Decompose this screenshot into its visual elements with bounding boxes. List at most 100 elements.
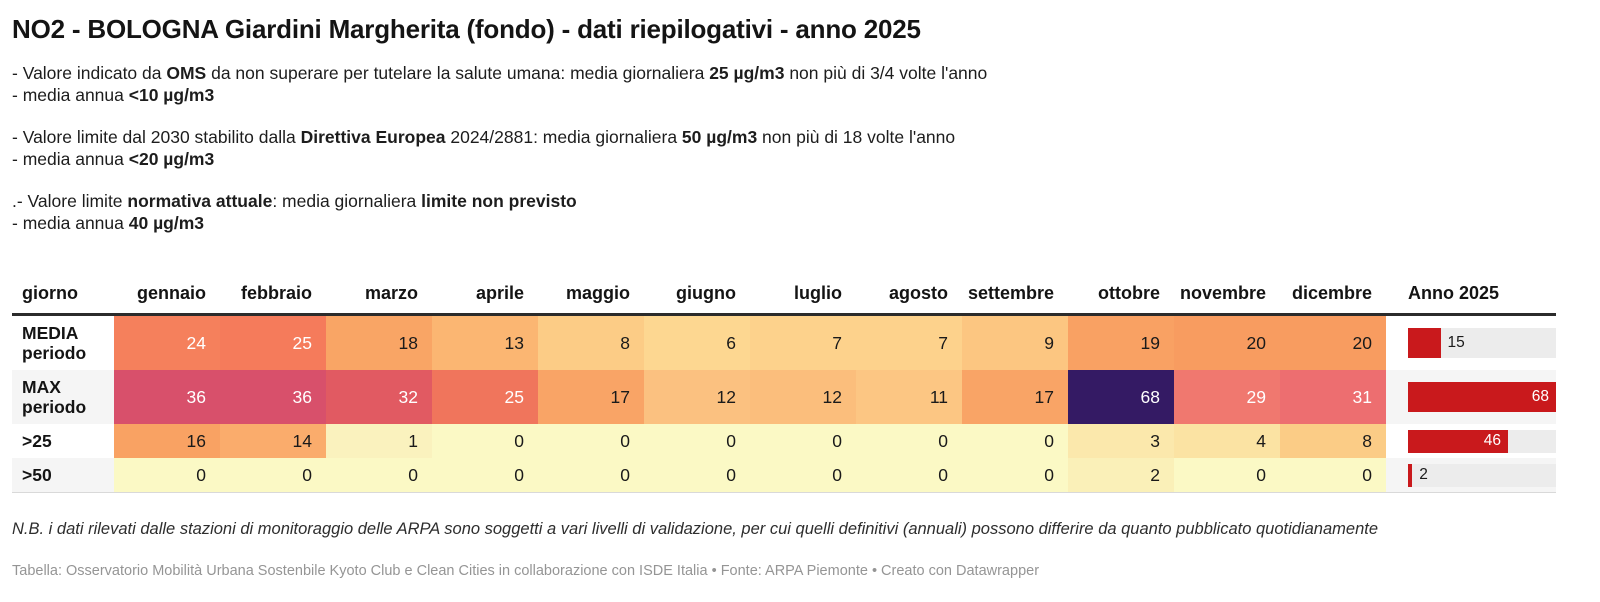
heatmap-cell: 0 [856,458,962,492]
note-group: - Valore indicato da OMS da non superare… [12,63,1556,106]
heatmap-cell: 11 [856,370,962,424]
row-label-line: >50 [22,465,52,485]
bar-track: 15 [1408,328,1556,358]
note-text: 2024/2881: media giornaliera [445,127,682,147]
anno-bar-cell: 2 [1386,458,1556,492]
heatmap-cell: 36 [220,370,326,424]
column-header-settembre: settembre [967,283,1054,303]
anno-bar-cell: 46 [1386,424,1556,458]
column-header-giorno: giorno [22,283,78,303]
note-text: - Valore indicato da [12,63,167,83]
note-text: - media annua [12,148,129,169]
heatmap-cell: 0 [962,458,1068,492]
note-text-bold: 50 µg/m3 [681,127,758,147]
row-label: MAX periodo [12,370,114,424]
heatmap-cell: 7 [750,316,856,370]
table-header-row: giorno gennaio febbraio marzo aprile maggio gi… [12,274,1556,316]
heatmap-cell: 0 [1174,458,1280,492]
heatmap-cell: 36 [114,370,220,424]
note-text-bold: 40 µg/m3 [128,212,205,233]
heatmap-cell: 0 [432,424,538,458]
heatmap-cell: 12 [644,370,750,424]
heatmap-cell: 9 [962,316,1068,370]
note-text-bold: <10 µg/m3 [128,84,215,105]
footnote: N.B. i dati rilevati dalle stazioni di m… [12,520,1379,538]
heatmap-cell: 1 [326,424,432,458]
note-text: da non superare per tutelare la salute u… [206,63,710,83]
note-text-bold: limite non previsto [421,191,577,211]
heatmap-cell: 16 [114,424,220,458]
bar-track: 46 [1408,429,1556,453]
note-line: - Valore limite dal 2030 stabilito dalla… [12,127,1556,149]
heatmap-cell: 0 [220,458,326,492]
heatmap-cell: 0 [856,424,962,458]
heatmap-cell: 3 [1068,424,1174,458]
table-row: >25 16 14 1 0 0 0 0 0 0 3 4 8 46 [12,424,1556,458]
note-text-bold: 25 µg/m3 [709,63,785,83]
heatmap-cell: 18 [326,316,432,370]
heatmap-cell: 0 [644,458,750,492]
table-row: MAX periodo 36 36 32 25 17 12 12 11 17 68 29 31 68 [12,370,1556,424]
bar-value-label: 46 [1483,432,1502,449]
notes: - Valore indicato da OMS da non superare… [12,63,1556,234]
row-label: >50 [12,458,114,492]
summary-table: giorno gennaio febbraio marzo aprile maggio gi… [12,274,1556,493]
column-header-dicembre: dicembre [1291,283,1372,303]
note-line: - media annua 40 µg/m3 [12,213,1556,235]
column-header-febbraio: febbraio [240,283,312,303]
heatmap-cell: 13 [432,316,538,370]
note-text: .- Valore limite [12,191,128,211]
note-text-bold: Direttiva Europea [300,127,446,147]
heatmap-cell: 4 [1174,424,1280,458]
note-text: - Valore limite dal 2030 stabilito dalla [12,127,301,147]
page: NO2 - BOLOGNA Giardini Margherita (fondo… [12,14,1556,579]
heatmap-cell: 0 [644,424,750,458]
heatmap-cell: 31 [1280,370,1386,424]
bar-track: 2 [1408,463,1556,487]
column-header-giugno: giugno [676,283,736,303]
heatmap-cell: 29 [1174,370,1280,424]
row-label-line: MEDIA [22,323,79,343]
column-header-agosto: agosto [888,283,948,303]
bar-fill: 46 [1408,429,1509,453]
bar-fill: 68 [1408,382,1556,412]
heatmap-cell: 8 [538,316,644,370]
anno-bar-cell: 68 [1386,370,1556,424]
bar-value-label: 2 [1419,466,1428,483]
note-text-bold: normativa attuale [127,191,273,211]
heatmap-cell: 0 [326,458,432,492]
row-label: >25 [12,424,114,458]
table-row: >50 0 0 0 0 0 0 0 0 0 2 0 0 2 [12,458,1556,492]
heatmap-cell: 0 [114,458,220,492]
heatmap-cell: 14 [220,424,326,458]
column-header-luglio: luglio [794,283,842,303]
bar-value-label: 15 [1447,334,1465,351]
column-header-ottobre: ottobre [1098,283,1160,303]
note-line: - Valore indicato da OMS da non superare… [12,63,1556,85]
heatmap-cell: 32 [326,370,432,424]
heatmap-cell: 17 [962,370,1068,424]
column-header-aprile: aprile [475,283,524,303]
heatmap-cell: 24 [114,316,220,370]
note-text-bold: <20 µg/m3 [128,148,215,169]
anno-bar-cell: 15 [1386,316,1556,370]
column-header-gennaio: gennaio [136,283,206,303]
note-line: - media annua <10 µg/m3 [12,85,1556,107]
note-text: non più di 18 volte l'anno [757,127,956,147]
heatmap-cell: 20 [1280,316,1386,370]
heatmap-cell: 25 [432,370,538,424]
note-text: non più di 3/4 volte l'anno [784,63,988,83]
heatmap-cell: 19 [1068,316,1174,370]
note-text-bold: OMS [166,63,207,83]
column-header-novembre: novembre [1179,283,1266,303]
bar-track: 68 [1408,382,1556,412]
heatmap-cell: 0 [538,424,644,458]
bar-fill [1408,328,1441,358]
heatmap-cell: 20 [1174,316,1280,370]
heatmap-cell: 25 [220,316,326,370]
page-title: NO2 - BOLOGNA Giardini Margherita (fondo… [12,14,921,44]
note-group: - Valore limite dal 2030 stabilito dalla… [12,127,1556,170]
credits-line: Tabella: Osservatorio Mobilità Urbana So… [12,563,1040,579]
heatmap-cell: 2 [1068,458,1174,492]
heatmap-cell: 0 [750,458,856,492]
